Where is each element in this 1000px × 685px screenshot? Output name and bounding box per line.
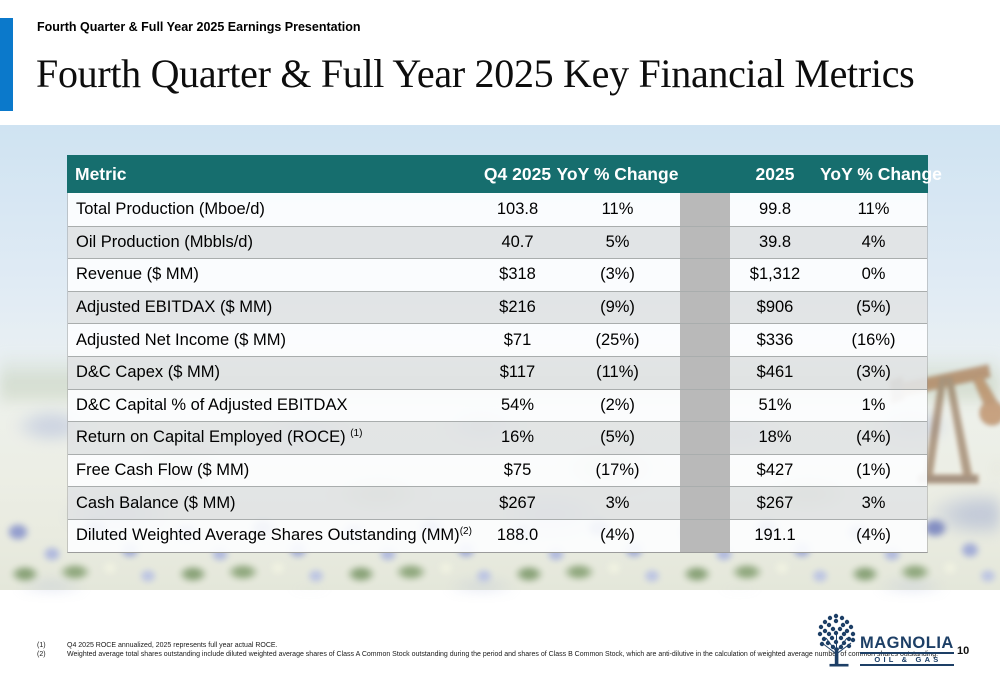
q4-yoy-cell: (17%) — [595, 461, 640, 480]
q4-yoy-cell: (2%) — [600, 395, 635, 414]
q4-value-cell: $216 — [499, 298, 536, 317]
page-number: 10 — [957, 645, 970, 657]
q4-yoy-cell: (11%) — [596, 363, 639, 382]
fy-value-cell: $427 — [756, 461, 794, 480]
header-metric: Metric — [75, 163, 127, 184]
fy-yoy-cell: (16%) — [851, 330, 896, 349]
metric-cell: Adjusted Net Income ($ MM) — [76, 330, 286, 349]
fy-value-cell: $906 — [756, 298, 794, 317]
metric-cell: Revenue ($ MM) — [76, 265, 199, 284]
spacer-cell — [680, 193, 730, 226]
fy-value-cell: 191.1 — [754, 526, 796, 545]
q4-yoy-cell: (4%) — [600, 526, 635, 545]
header-q4-2025: Q4 2025 — [483, 163, 552, 184]
fy-yoy-cell: 0% — [861, 265, 886, 284]
logo-subtitle: OIL & GAS — [860, 652, 954, 666]
title-accent-bar — [0, 18, 13, 111]
magnolia-logo: MAGNOLIA OIL & GAS — [816, 612, 954, 673]
spacer-cell — [680, 324, 730, 356]
table-row: Adjusted EBITDAX ($ MM) $216 (9%) $906 (5%) — [68, 290, 927, 324]
fy-yoy-cell: (3%) — [856, 363, 891, 382]
metrics-table: Metric Q4 2025 YoY % Change 2025 YoY % C… — [67, 155, 942, 553]
metric-cell: Free Cash Flow ($ MM) — [76, 461, 250, 480]
fy-value-cell: $336 — [756, 330, 794, 349]
metric-cell: Cash Balance ($ MM) — [76, 493, 236, 512]
q4-yoy-cell: (9%) — [600, 298, 635, 317]
logo-wordmark: MAGNOLIA OIL & GAS — [860, 634, 954, 666]
slide-title: Fourth Quarter & Full Year 2025 Key Fina… — [36, 51, 915, 96]
spacer-cell — [680, 259, 730, 291]
fy-value-cell: 99.8 — [758, 199, 792, 218]
q4-yoy-cell: (5%) — [600, 428, 635, 447]
spacer-cell — [680, 291, 730, 324]
fy-yoy-cell: 3% — [861, 493, 886, 512]
fy-value-cell: 18% — [758, 428, 792, 447]
footnote-line: (2) Weighted average total shares outstan… — [37, 651, 939, 658]
q4-value-cell: 54% — [500, 395, 535, 414]
q4-yoy-cell: 5% — [605, 232, 630, 251]
fy-yoy-cell: 4% — [861, 232, 886, 251]
metric-cell: D&C Capital % of Adjusted EBITDAX — [76, 395, 348, 414]
q4-value-cell: 103.8 — [496, 199, 539, 218]
table-row: D&C Capital % of Adjusted EBITDAX 54% (2%)… — [68, 388, 927, 422]
metric-cell: D&C Capex ($ MM) — [76, 363, 220, 382]
fy-value-cell: $1,312 — [749, 265, 801, 284]
table-row: Return on Capital Employed (ROCE) (1) 16%… — [68, 421, 927, 454]
spacer-cell — [680, 226, 730, 259]
table-row: Free Cash Flow ($ MM) $75 (17%) $427 (1%) — [68, 453, 927, 487]
q4-yoy-cell: 3% — [605, 493, 630, 512]
header-q4-yoy-change: YoY % Change — [556, 163, 679, 184]
table-row: Oil Production (Mbbls/d) 40.7 5% 39.8 4% — [68, 225, 927, 259]
table-row: Cash Balance ($ MM) $267 3% $267 3% — [68, 486, 927, 519]
metric-cell: Adjusted EBITDAX ($ MM) — [76, 298, 273, 317]
q4-yoy-cell: (25%) — [595, 330, 640, 349]
spacer-cell — [680, 454, 730, 487]
metric-cell: Total Production (Mboe/d) — [76, 199, 265, 218]
q4-value-cell: 16% — [500, 428, 535, 447]
header-fy-yoy-change: YoY % Change — [820, 163, 942, 184]
fy-value-cell: 39.8 — [758, 232, 792, 251]
table-row: Total Production (Mboe/d) 103.8 11% 99.8 11% — [68, 193, 927, 226]
q4-yoy-cell: (3%) — [600, 265, 635, 284]
fy-yoy-cell: 1% — [861, 395, 886, 414]
fy-yoy-cell: (4%) — [856, 428, 891, 447]
logo-name: MAGNOLIA — [860, 634, 954, 652]
fy-value-cell: $267 — [756, 493, 794, 512]
q4-yoy-cell: 11% — [601, 199, 634, 218]
q4-value-cell: $71 — [503, 330, 532, 349]
q4-value-cell: $318 — [499, 265, 536, 284]
spacer-cell — [680, 519, 730, 552]
spacer-cell — [680, 356, 730, 389]
fy-value-cell: 51% — [758, 395, 792, 414]
magnolia-tree-icon — [816, 612, 858, 673]
fy-yoy-cell: (5%) — [856, 298, 891, 317]
spacer-cell — [680, 422, 730, 454]
q4-value-cell: $267 — [499, 493, 536, 512]
metric-cell: Diluted Weighted Average Shares Outstand… — [76, 526, 472, 545]
fy-yoy-cell: 11% — [857, 199, 890, 218]
spacer-cell — [680, 389, 730, 422]
q4-value-cell: 188.0 — [496, 526, 539, 545]
table-row: Revenue ($ MM) $318 (3%) $1,312 0% — [68, 258, 927, 291]
table-row: D&C Capex ($ MM) $117 (11%) $461 (3%) — [68, 355, 927, 389]
table-row: Adjusted Net Income ($ MM) $71 (25%) $336 (1… — [68, 323, 927, 356]
presentation-eyebrow: Fourth Quarter & Full Year 2025 Earnings… — [37, 20, 361, 34]
footnotes: (1) Q4 2025 ROCE annualized, 2025 represe… — [37, 641, 938, 659]
q4-value-cell: 40.7 — [501, 232, 534, 251]
fy-yoy-cell: (1%) — [856, 461, 891, 480]
footnote-line: (1) Q4 2025 ROCE annualized, 2025 represe… — [37, 642, 278, 649]
fy-value-cell: $461 — [756, 363, 794, 382]
metric-cell: Return on Capital Employed (ROCE) (1) — [76, 428, 363, 447]
header-fy-2025: 2025 — [755, 163, 795, 184]
metrics-table-body: Total Production (Mboe/d) 103.8 11% 99.8 11%… — [67, 193, 928, 553]
metric-cell: Oil Production (Mbbls/d) — [76, 232, 253, 251]
table-header-row: Metric Q4 2025 YoY % Change 2025 YoY % C… — [67, 155, 942, 193]
table-row: Diluted Weighted Average Shares Outstand… — [68, 518, 927, 552]
q4-value-cell: $117 — [499, 363, 536, 382]
q4-value-cell: $75 — [503, 461, 532, 480]
spacer-cell — [680, 487, 730, 519]
fy-yoy-cell: (4%) — [856, 526, 891, 545]
